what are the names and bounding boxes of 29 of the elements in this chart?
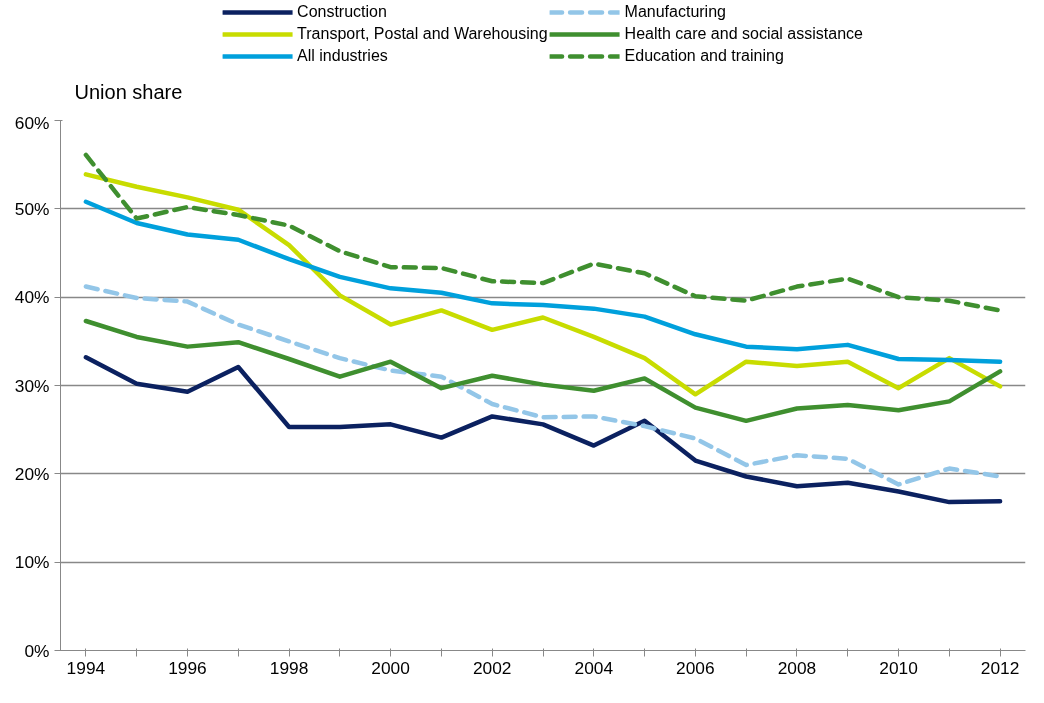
x-tick-label: 2008 (777, 657, 817, 678)
line-series (83, 199, 1003, 364)
y-tick-label: 30% (14, 375, 50, 396)
y-tick-label: 20% (14, 463, 50, 484)
y-tick-label: 40% (14, 287, 50, 308)
line-series (83, 354, 1003, 505)
x-tick-label: 2002 (472, 657, 512, 678)
x-tick-label: 2004 (574, 657, 614, 678)
y-axis-title: Union share (74, 80, 183, 103)
y-tick-label: 60% (14, 112, 50, 133)
legend-label: Construction (297, 3, 388, 21)
legend-label: Health care and social assistance (624, 25, 863, 43)
legend-label: Manufacturing (624, 3, 727, 21)
x-tick-label: 2012 (980, 657, 1020, 678)
x-tick-label: 2006 (676, 657, 715, 678)
y-tick-label: 10% (14, 552, 50, 573)
line-series (83, 152, 1003, 313)
y-tick-label: 0% (24, 640, 50, 661)
y-tick-label: 50% (14, 198, 50, 219)
legend-label: Transport, Postal and Warehousing (297, 25, 548, 43)
legend-label: Education and training (624, 47, 785, 65)
line-series (83, 318, 1003, 424)
x-tick-label: 2010 (879, 657, 918, 678)
x-tick-label: 2000 (371, 657, 410, 678)
x-tick-label: 1998 (269, 657, 309, 678)
line-series (83, 172, 1003, 397)
x-tick-label: 1996 (168, 657, 207, 678)
x-tick-label: 1994 (66, 657, 106, 678)
legend-label: All industries (297, 47, 389, 65)
